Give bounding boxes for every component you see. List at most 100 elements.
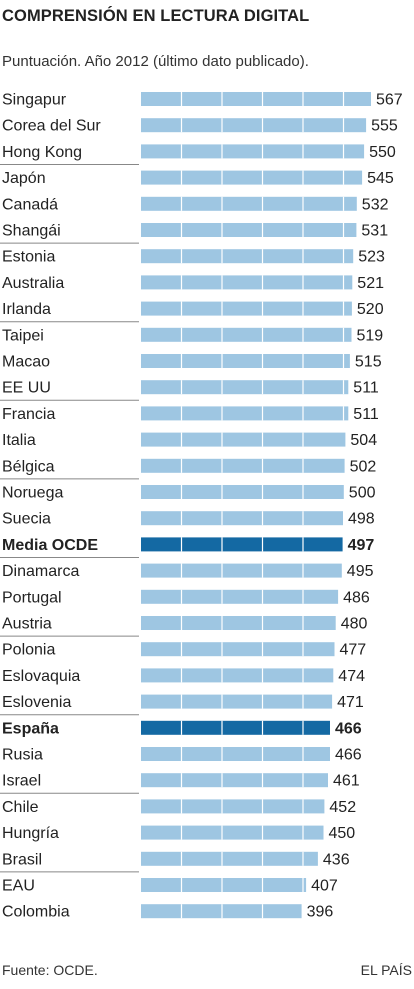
category-label-israel: Israel (2, 773, 41, 790)
value-label-japon: 545 (367, 170, 394, 187)
category-label-estonia: Estonia (2, 249, 55, 266)
bar-chile (141, 799, 325, 814)
bar-colombia (141, 904, 302, 919)
category-label-dinamarca: Dinamarca (2, 563, 79, 580)
category-label-francia: Francia (2, 406, 55, 423)
value-label-australia: 521 (357, 275, 384, 292)
value-label-noruega: 500 (349, 485, 376, 502)
value-label-estonia: 523 (358, 249, 385, 266)
bar-eslovaquia (141, 668, 334, 683)
value-label-dinamarca: 495 (347, 563, 374, 580)
bar-eau (141, 878, 307, 892)
value-label-hungria: 450 (329, 825, 356, 842)
category-label-italia: Italia (2, 432, 36, 449)
value-label-suecia: 498 (348, 511, 375, 528)
bar-ee-uu (141, 380, 349, 395)
bar-austria (141, 616, 336, 630)
publisher-logo: EL PAÍS (360, 962, 412, 978)
bar-suecia (141, 511, 343, 526)
value-label-polonia: 477 (340, 642, 367, 659)
bar-hong-kong (141, 144, 365, 159)
bar-rusia (141, 747, 330, 761)
value-label-singapur: 567 (376, 92, 403, 109)
category-label-hong-kong: Hong Kong (2, 144, 82, 161)
value-label-eau: 407 (311, 878, 338, 895)
category-label-espana: España (2, 720, 59, 737)
value-label-portugal: 486 (343, 589, 370, 606)
category-label-corea-del-sur: Corea del Sur (2, 118, 101, 135)
category-label-macao: Macao (2, 354, 50, 371)
value-label-canada: 532 (362, 196, 389, 213)
bar-dinamarca (141, 563, 342, 578)
bar-espana (141, 720, 330, 735)
value-label-hong-kong: 550 (369, 144, 396, 161)
bar-singapur (141, 92, 371, 106)
bar-canada (141, 196, 357, 211)
category-label-portugal: Portugal (2, 589, 62, 606)
category-label-suecia: Suecia (2, 511, 51, 528)
category-label-media-ocde: Media OCDE (2, 537, 98, 554)
bar-israel (141, 773, 328, 788)
value-label-eslovenia: 471 (337, 694, 364, 711)
bar-japon (141, 170, 363, 185)
bar-taipei (141, 327, 352, 342)
category-label-taipei: Taipei (2, 327, 44, 344)
category-label-singapur: Singapur (2, 92, 67, 109)
value-label-israel: 461 (333, 773, 360, 790)
category-label-polonia: Polonia (2, 642, 55, 659)
value-label-eslovaquia: 474 (338, 668, 365, 685)
bar-eslovenia (141, 694, 333, 709)
bar-polonia (141, 642, 335, 657)
value-label-colombia: 396 (307, 904, 334, 921)
bar-corea-del-sur (141, 118, 367, 133)
category-label-brasil: Brasil (2, 851, 42, 868)
value-label-corea-del-sur: 555 (371, 118, 398, 135)
value-label-brasil: 436 (323, 851, 350, 868)
value-label-macao: 515 (355, 354, 382, 371)
category-label-ee-uu: EE UU (2, 380, 51, 397)
category-label-eslovaquia: Eslovaquia (2, 668, 80, 685)
category-label-chile: Chile (2, 799, 39, 816)
category-label-belgica: Bélgica (2, 458, 55, 475)
bar-francia (141, 406, 349, 421)
value-label-media-ocde: 497 (348, 537, 375, 554)
bar-chart: Singapur 567 Corea del Sur 555 Hong Kong 550 J… (0, 92, 403, 921)
bar-irlanda (141, 301, 352, 316)
value-label-austria: 480 (341, 616, 368, 633)
chart-title: COMPRENSIÓN EN LECTURA DIGITAL (2, 7, 310, 25)
value-label-belgica: 502 (350, 458, 377, 475)
category-label-noruega: Noruega (2, 485, 63, 502)
bar-macao (141, 354, 350, 368)
value-label-rusia: 466 (335, 747, 362, 764)
category-label-japon: Japón (2, 170, 46, 187)
bar-hungria (141, 825, 324, 840)
value-label-espana: 466 (335, 720, 362, 737)
value-label-irlanda: 520 (357, 301, 384, 318)
chart-subtitle: Puntuación. Año 2012 (último dato public… (2, 53, 309, 70)
value-label-shangai: 531 (361, 223, 388, 240)
category-label-rusia: Rusia (2, 747, 43, 764)
bar-belgica (141, 458, 345, 473)
category-label-irlanda: Irlanda (2, 301, 51, 318)
value-label-ee-uu: 511 (353, 380, 379, 397)
category-label-shangai: Shangái (2, 223, 61, 240)
bar-italia (141, 432, 346, 447)
category-label-eslovenia: Eslovenia (2, 694, 71, 711)
bar-portugal (141, 589, 339, 604)
value-label-italia: 504 (350, 432, 377, 449)
bar-brasil (141, 851, 318, 866)
bar-australia (141, 275, 353, 290)
category-label-australia: Australia (2, 275, 64, 292)
value-label-chile: 452 (329, 799, 356, 816)
category-label-austria: Austria (2, 616, 52, 633)
category-label-colombia: Colombia (2, 904, 70, 921)
category-label-hungria: Hungría (2, 825, 59, 842)
bar-noruega (141, 485, 344, 499)
value-label-taipei: 519 (357, 327, 384, 344)
value-label-francia: 511 (353, 406, 379, 423)
bar-estonia (141, 249, 354, 264)
bar-shangai (141, 223, 357, 237)
category-label-eau: EAU (2, 878, 35, 895)
category-label-canada: Canadá (2, 196, 58, 213)
source-note: Fuente: OCDE. (2, 962, 98, 978)
